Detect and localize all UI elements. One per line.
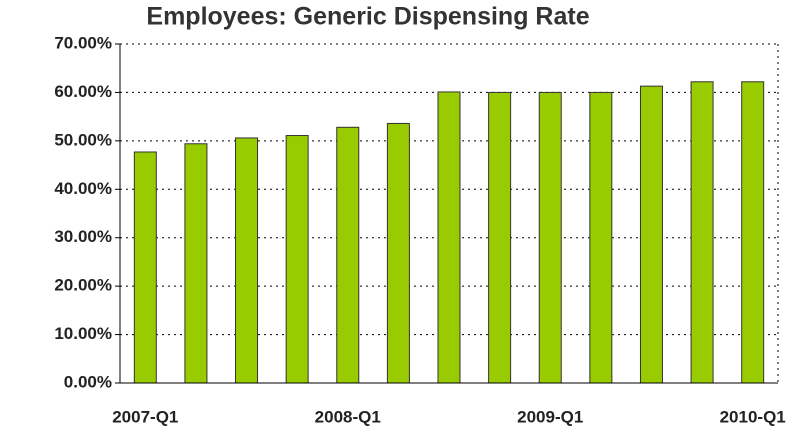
y-tick-label: 40.00%	[54, 179, 112, 198]
bar	[184, 143, 208, 384]
y-tick-label: 50.00%	[54, 130, 112, 149]
bar	[690, 81, 714, 384]
y-tick-label: 0.00%	[64, 372, 112, 391]
bar	[741, 81, 765, 384]
y-tick-label: 30.00%	[54, 227, 112, 246]
y-tick-label: 10.00%	[54, 324, 112, 343]
bar	[488, 91, 512, 384]
y-tick-label: 70.00%	[54, 33, 112, 52]
bar	[639, 85, 663, 384]
x-tick-label: 2010-Q1	[720, 407, 786, 426]
bar	[437, 91, 461, 384]
x-tick-label: 2007-Q1	[112, 407, 178, 426]
bar	[336, 126, 360, 384]
bar	[589, 91, 613, 384]
x-tick-label: 2008-Q1	[315, 407, 381, 426]
bar	[386, 122, 410, 384]
bar	[285, 135, 309, 384]
bar	[538, 91, 562, 384]
bar	[133, 151, 157, 384]
y-tick-label: 20.00%	[54, 276, 112, 295]
chart-title: Employees: Generic Dispensing Rate	[146, 3, 589, 31]
x-tick-label: 2009-Q1	[517, 407, 583, 426]
y-tick-label: 60.00%	[54, 82, 112, 101]
bar	[235, 137, 259, 384]
